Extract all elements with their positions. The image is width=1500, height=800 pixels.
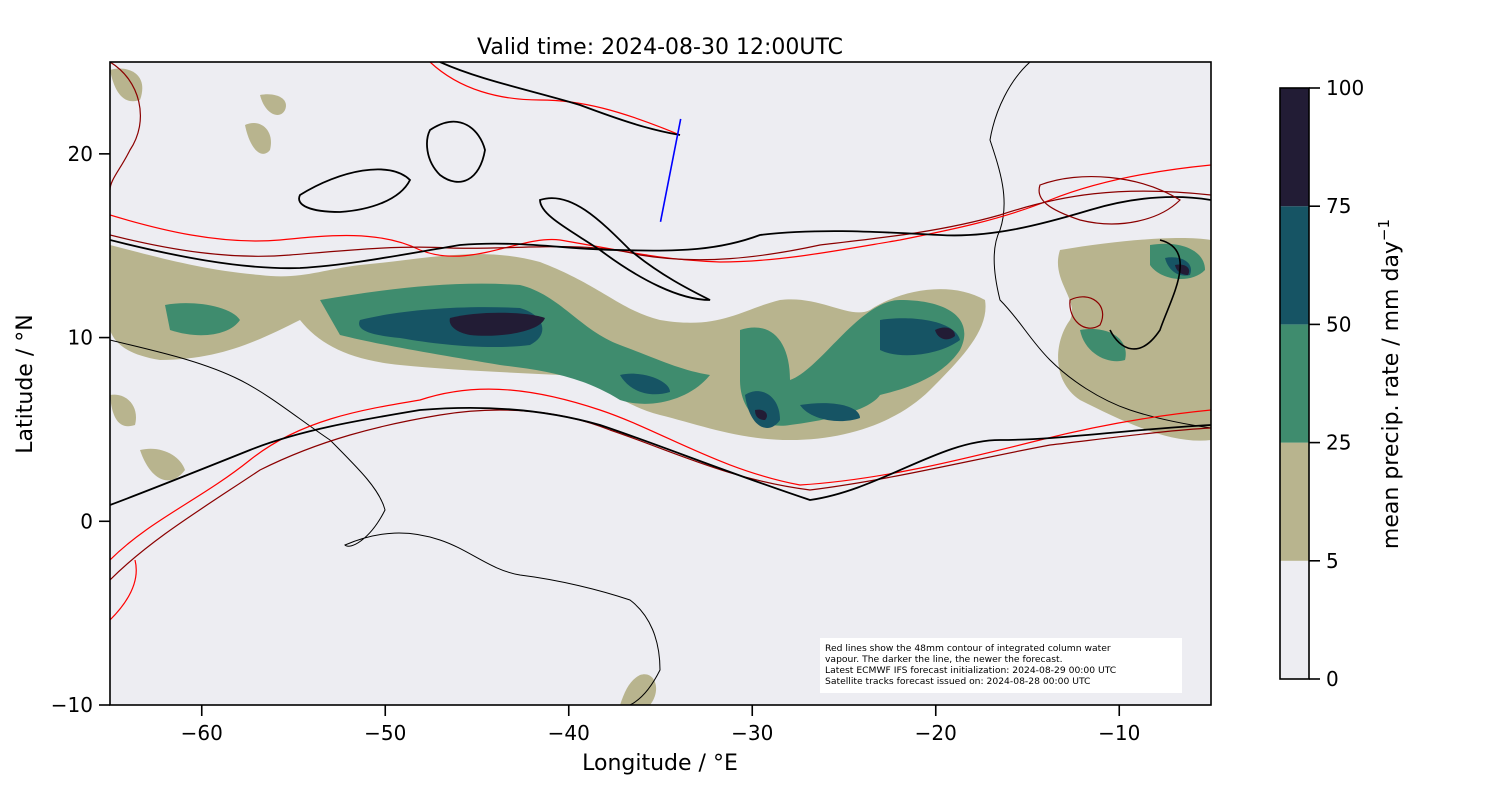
y-tick-label: 20 <box>68 142 93 166</box>
annotation-line: vapour. The darker the line, the newer t… <box>825 654 1063 665</box>
colorbar-label-superscript: −1 <box>1375 219 1393 241</box>
colorbar-tick-label: 50 <box>1326 312 1351 336</box>
annotation-line: Red lines show the 48mm contour of integ… <box>825 643 1111 654</box>
colorbar: 0 5 25 50 75 100 <box>1279 76 1364 691</box>
x-tick-label: −30 <box>731 721 773 745</box>
satellite-track <box>659 118 682 222</box>
map-frame <box>109 61 1212 706</box>
x-axis-label: Longitude / °E <box>582 751 738 776</box>
colorbar-frame <box>1279 87 1310 680</box>
colorbar-tick-label: 100 <box>1326 76 1364 100</box>
colorbar-segment <box>1280 88 1309 207</box>
iwv-contours <box>110 62 1211 621</box>
colorbar-tick-label: 5 <box>1326 549 1339 573</box>
x-tick-label: −20 <box>915 721 957 745</box>
x-tick-label: −60 <box>181 721 223 745</box>
y-tick-label: −10 <box>51 693 93 717</box>
chart-title: Valid time: 2024-08-30 12:00UTC <box>477 35 843 60</box>
y-tick-label: 0 <box>80 509 93 533</box>
map-content <box>110 62 1211 705</box>
precip-75-100 <box>449 264 1190 420</box>
colorbar-tick-label: 0 <box>1326 667 1339 691</box>
colorbar-label: mean precip. rate / mm day−1 <box>1375 219 1404 549</box>
colorbar-segment <box>1280 442 1309 561</box>
x-tick-label: −50 <box>364 721 406 745</box>
colorbar-segment <box>1280 560 1309 679</box>
y-axis-label: Latitude / °N <box>13 314 38 453</box>
x-tick-label: −10 <box>1098 721 1140 745</box>
colorbar-segment <box>1280 206 1309 325</box>
coastlines <box>110 62 1211 705</box>
colorbar-label-text: mean precip. rate / mm day <box>1379 241 1404 549</box>
annotation-box: Red lines show the 48mm contour of integ… <box>820 638 1182 693</box>
annotation-line: Latest ECMWF IFS forecast initialization… <box>825 665 1117 676</box>
colorbar-tick-label: 75 <box>1326 194 1351 218</box>
y-tick-label: 10 <box>68 326 93 350</box>
colorbar-segment <box>1280 324 1309 443</box>
y-axis: −10 0 10 20 <box>51 142 110 717</box>
colorbar-tick-label: 25 <box>1326 431 1351 455</box>
annotation-line: Satellite tracks forecast issued on: 202… <box>825 676 1091 687</box>
x-tick-label: −40 <box>548 721 590 745</box>
x-axis: −60 −50 −40 −30 −20 −10 <box>181 705 1140 745</box>
